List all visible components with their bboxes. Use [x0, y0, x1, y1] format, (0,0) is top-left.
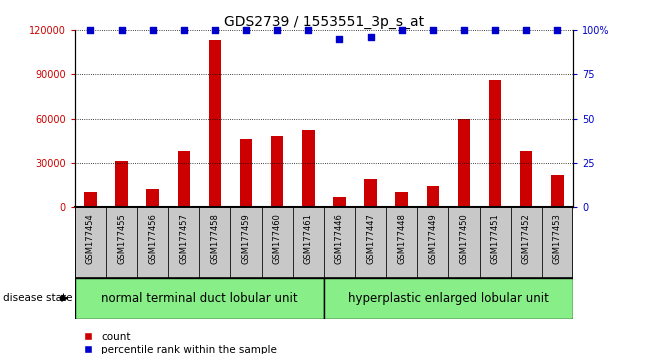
Text: GSM177457: GSM177457 — [179, 213, 188, 264]
Point — [459, 27, 469, 33]
Bar — [262, 207, 293, 278]
Bar — [458, 119, 470, 207]
Text: GSM177451: GSM177451 — [491, 213, 499, 263]
Point — [365, 34, 376, 40]
Point — [148, 27, 158, 33]
Text: GSM177456: GSM177456 — [148, 213, 157, 264]
Bar — [75, 207, 106, 278]
Bar — [199, 207, 230, 278]
Text: GSM177455: GSM177455 — [117, 213, 126, 263]
Bar — [209, 40, 221, 207]
Bar — [426, 187, 439, 207]
Point — [85, 27, 96, 33]
Bar — [84, 192, 96, 207]
Bar — [542, 207, 573, 278]
Text: GSM177452: GSM177452 — [521, 213, 531, 263]
Text: GSM177449: GSM177449 — [428, 213, 437, 263]
Bar — [551, 175, 564, 207]
Bar — [480, 207, 510, 278]
Text: GSM177453: GSM177453 — [553, 213, 562, 264]
Point — [241, 27, 251, 33]
Text: GSM177458: GSM177458 — [210, 213, 219, 264]
Bar — [395, 192, 408, 207]
Text: GSM177450: GSM177450 — [460, 213, 469, 263]
Bar — [137, 207, 168, 278]
Text: GSM177448: GSM177448 — [397, 213, 406, 264]
Bar — [271, 136, 283, 207]
Title: GDS2739 / 1553551_3p_s_at: GDS2739 / 1553551_3p_s_at — [224, 15, 424, 29]
Text: GSM177460: GSM177460 — [273, 213, 282, 264]
Bar — [333, 197, 346, 207]
Bar — [510, 207, 542, 278]
Point — [303, 27, 314, 33]
Text: normal terminal duct lobular unit: normal terminal duct lobular unit — [101, 292, 298, 305]
Bar — [75, 278, 324, 319]
Text: GSM177459: GSM177459 — [242, 213, 251, 263]
Point — [178, 27, 189, 33]
Point — [521, 27, 531, 33]
Bar — [324, 278, 573, 319]
Bar — [168, 207, 199, 278]
Bar — [417, 207, 449, 278]
Text: disease state: disease state — [3, 293, 73, 303]
Point — [490, 27, 500, 33]
Bar — [449, 207, 480, 278]
Bar — [324, 207, 355, 278]
Point — [396, 27, 407, 33]
Bar — [115, 161, 128, 207]
Point — [428, 27, 438, 33]
Bar — [293, 207, 324, 278]
Point — [210, 27, 220, 33]
Bar — [240, 139, 253, 207]
Text: GSM177447: GSM177447 — [366, 213, 375, 264]
Bar — [489, 80, 501, 207]
Bar — [355, 207, 386, 278]
Bar — [230, 207, 262, 278]
Text: hyperplastic enlarged lobular unit: hyperplastic enlarged lobular unit — [348, 292, 549, 305]
Text: GSM177446: GSM177446 — [335, 213, 344, 264]
Bar — [365, 179, 377, 207]
Bar — [302, 130, 314, 207]
Text: GSM177454: GSM177454 — [86, 213, 95, 263]
Point — [272, 27, 283, 33]
Point — [552, 27, 562, 33]
Bar — [146, 189, 159, 207]
Text: GSM177461: GSM177461 — [304, 213, 313, 264]
Bar — [106, 207, 137, 278]
Legend: count, percentile rank within the sample: count, percentile rank within the sample — [80, 328, 281, 354]
Bar — [386, 207, 417, 278]
Bar — [178, 151, 190, 207]
Bar — [520, 151, 533, 207]
Point — [117, 27, 127, 33]
Point — [334, 36, 344, 42]
